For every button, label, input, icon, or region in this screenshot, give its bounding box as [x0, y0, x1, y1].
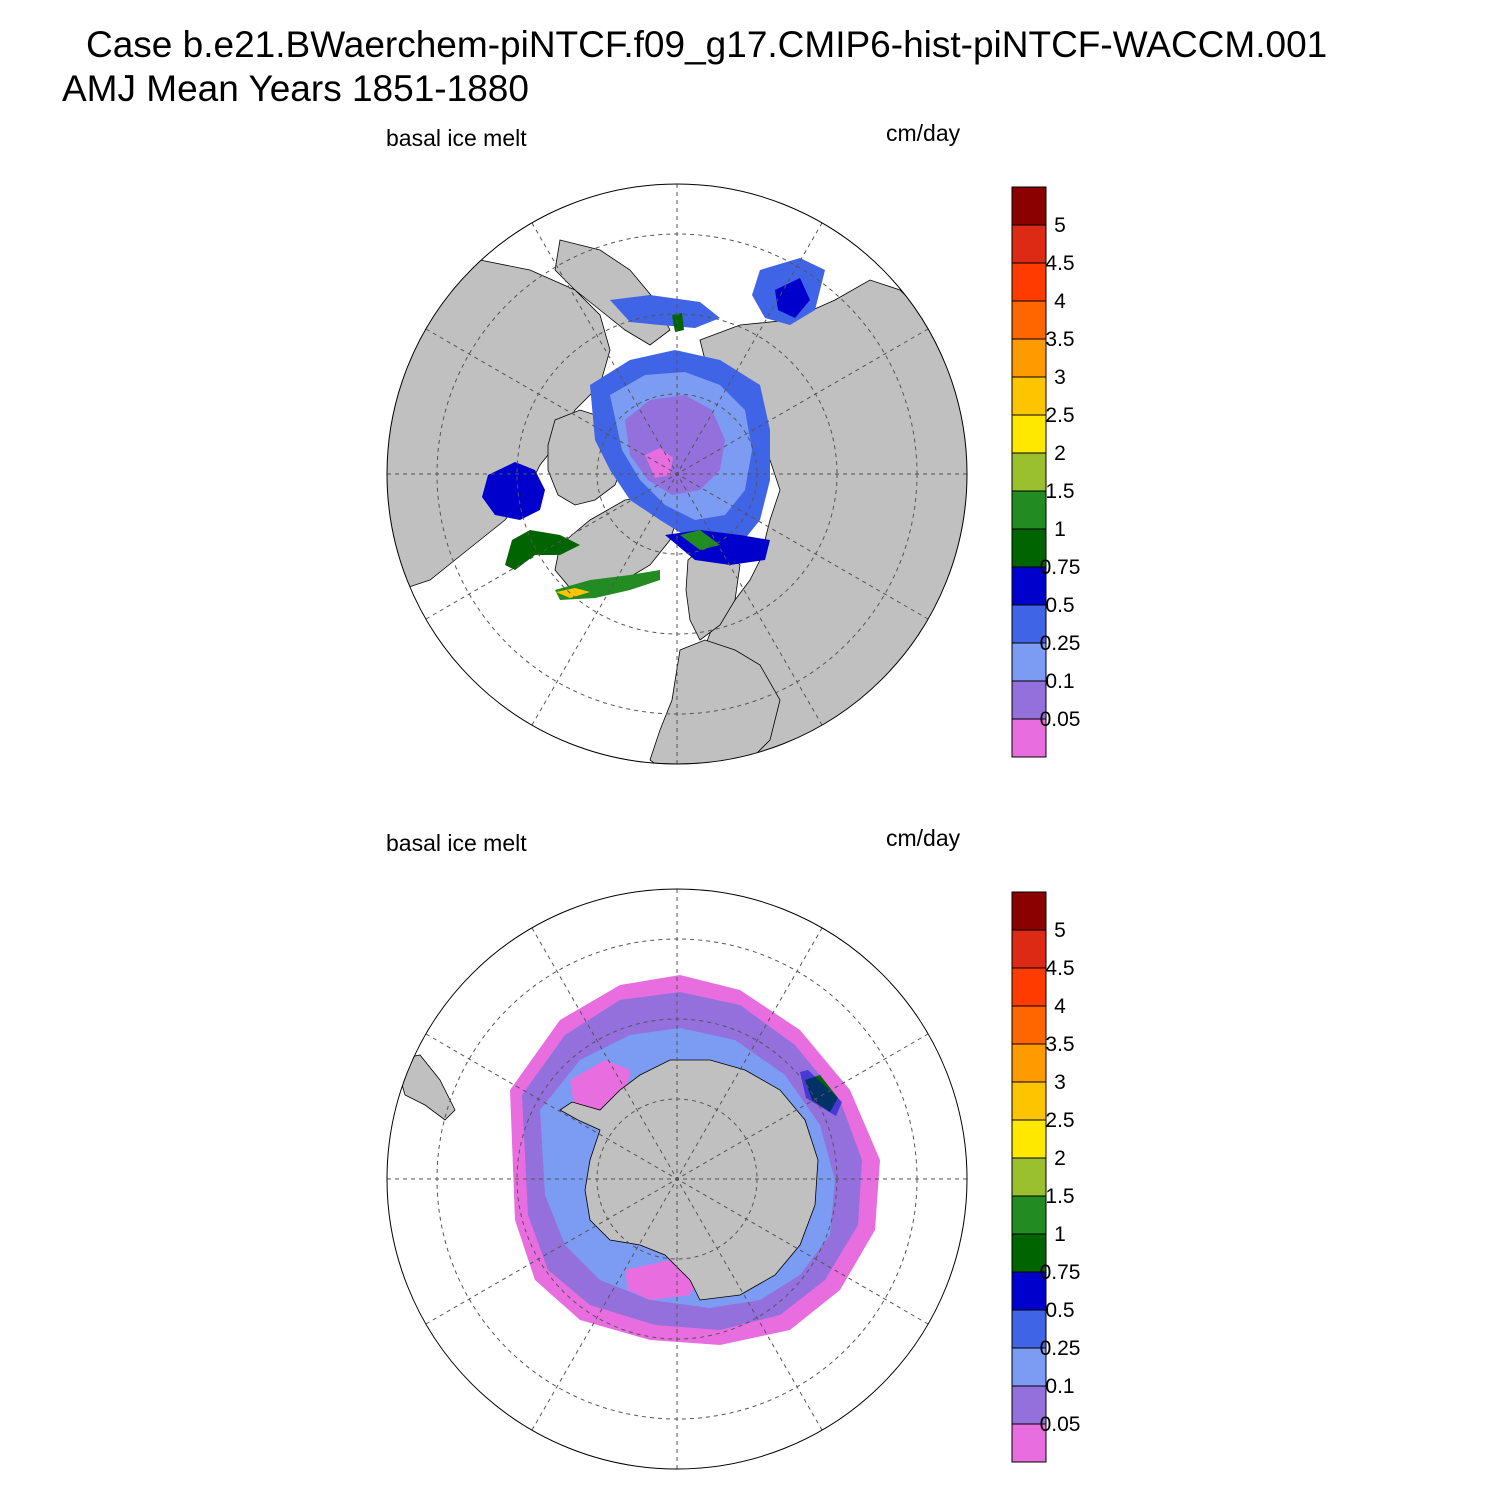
north-colorbar-label: 1	[1054, 518, 1066, 541]
land-europe	[649, 639, 781, 764]
south-colorbar-label: 0.1	[1045, 1375, 1074, 1398]
south-polar-map	[386, 888, 968, 1470]
north-colorbar-swatch	[1011, 186, 1047, 226]
north-colorbar-label: 1.5	[1045, 480, 1074, 503]
south-colorbar-swatch	[1011, 1043, 1047, 1083]
north-variable-label: basal ice melt	[386, 125, 527, 151]
north-map-border	[386, 183, 968, 765]
plot-subtitle: AMJ Mean Years 1851-1880	[62, 68, 529, 109]
south-colorbar-swatch	[1011, 1005, 1047, 1045]
barents-melt-green	[680, 530, 720, 550]
south-colorbar-swatch	[1011, 1233, 1047, 1273]
north-colorbar-label: 0.1	[1045, 670, 1074, 693]
south-colorbar-label: 2	[1054, 1147, 1066, 1170]
north-colorbar-swatch	[1011, 300, 1047, 340]
south-colorbar-swatch	[1011, 1157, 1047, 1197]
north-colorbar-label: 5	[1054, 214, 1066, 237]
south-colorbar-swatch	[1011, 1081, 1047, 1121]
south-colorbar-label: 4	[1054, 995, 1066, 1018]
north-colorbar-label: 3.5	[1045, 328, 1074, 351]
north-units-label: cm/day	[886, 120, 961, 146]
north-colorbar-swatch	[1011, 338, 1047, 378]
north-colorbar-label: 0.5	[1045, 594, 1074, 617]
south-colorbar-label: 2.5	[1045, 1109, 1074, 1132]
north-colorbar-label: 2.5	[1045, 404, 1074, 427]
bering-ice	[610, 295, 720, 328]
south-colorbar-swatch	[1011, 891, 1047, 931]
south-colorbar-label: 1	[1054, 1223, 1066, 1246]
north-colorbar-label: 4.5	[1045, 252, 1074, 275]
south-colorbar-swatch	[1011, 1423, 1047, 1463]
north-polar-map	[386, 183, 968, 765]
south-colorbar-label: 4.5	[1045, 957, 1074, 980]
plot-title: Case b.e21.BWaerchem-piNTCF.f09_g17.CMIP…	[86, 24, 1328, 65]
greenland-sea-melt-yellow	[556, 588, 590, 598]
north-colorbar-swatch	[1011, 224, 1047, 264]
southern-ice-patch-blue	[800, 1070, 842, 1116]
north-colorbar-swatch	[1011, 680, 1047, 720]
south-colorbar-label: 1.5	[1045, 1185, 1074, 1208]
south-colorbar-swatch	[1011, 929, 1047, 969]
north-colorbar-label: 0.05	[1040, 708, 1081, 731]
north-colorbar: 5 4.5 4 3.5 3 2.5 2 1.5 1 0.75 0.5 0.25 0.1 0.05	[1011, 186, 1081, 758]
south-graticule	[387, 889, 967, 1469]
south-colorbar-label: 3.5	[1045, 1033, 1074, 1056]
north-colorbar-label: 2	[1054, 442, 1066, 465]
north-graticule	[387, 184, 967, 764]
south-units-label: cm/day	[886, 825, 961, 851]
south-colorbar-label: 0.5	[1045, 1299, 1074, 1322]
north-colorbar-swatch	[1011, 718, 1047, 758]
north-colorbar-swatch	[1011, 528, 1047, 568]
land-greenland	[554, 494, 681, 591]
north-colorbar-swatch	[1011, 262, 1047, 302]
north-colorbar-label: 3	[1054, 366, 1066, 389]
south-colorbar-label: 3	[1054, 1071, 1066, 1094]
labrador-melt	[505, 530, 580, 570]
north-colorbar-swatch	[1011, 566, 1047, 606]
okhotsk-ice-dark	[775, 278, 810, 318]
north-colorbar-label: 0.75	[1040, 556, 1081, 579]
south-colorbar-swatch	[1011, 1119, 1047, 1159]
north-colorbar-swatch	[1011, 414, 1047, 454]
south-colorbar-swatch	[1011, 1271, 1047, 1311]
south-colorbar-label: 0.05	[1040, 1413, 1081, 1436]
hudson-bay	[482, 462, 545, 520]
arctic-band-005	[625, 395, 725, 495]
north-colorbar-swatch	[1011, 490, 1047, 530]
north-colorbar-swatch	[1011, 452, 1047, 492]
south-colorbar-swatch	[1011, 1309, 1047, 1349]
north-colorbar-label: 0.25	[1040, 632, 1081, 655]
south-colorbar-swatch	[1011, 1195, 1047, 1235]
south-colorbar-label: 0.25	[1040, 1337, 1081, 1360]
south-map-border	[386, 888, 968, 1470]
south-colorbar-swatch	[1011, 1347, 1047, 1387]
bering-ice-green	[672, 313, 684, 332]
north-map-content	[387, 239, 967, 764]
arctic-band-0	[645, 448, 673, 478]
north-colorbar-swatch	[1011, 642, 1047, 682]
south-colorbar: 5 4.5 4 3.5 3 2.5 2 1.5 1 0.75 0.5 0.25 0.1 0.05	[1011, 891, 1081, 1463]
south-colorbar-label: 0.75	[1040, 1261, 1081, 1284]
north-colorbar-label: 4	[1054, 290, 1066, 313]
south-variable-label: basal ice melt	[386, 830, 527, 856]
south-map-content	[394, 975, 880, 1345]
south-colorbar-swatch	[1011, 967, 1047, 1007]
north-colorbar-swatch	[1011, 376, 1047, 416]
south-colorbar-label: 5	[1054, 919, 1066, 942]
land-south-america	[394, 1054, 456, 1121]
